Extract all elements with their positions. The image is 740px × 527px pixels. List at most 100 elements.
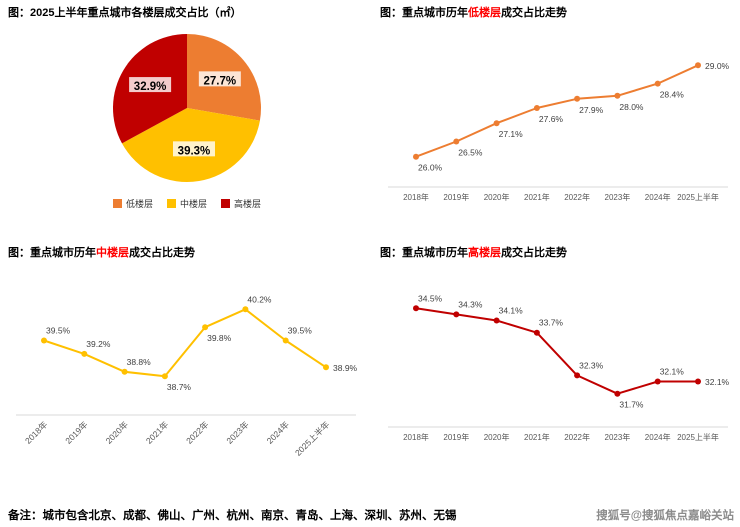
- title-keyword: 高楼层: [468, 247, 501, 259]
- data-label: 34.3%: [458, 299, 483, 309]
- data-point: [574, 372, 581, 379]
- data-point: [242, 306, 249, 313]
- data-label: 31.7%: [619, 400, 644, 410]
- data-label: 32.1%: [660, 367, 685, 377]
- x-tick-label: 2025上半年: [293, 419, 332, 458]
- data-label: 34.5%: [418, 293, 443, 303]
- watermark: 搜狐号@搜狐焦点嘉峪关站: [596, 507, 734, 523]
- data-point: [493, 120, 500, 127]
- x-tick-label: 2025上半年: [677, 432, 719, 442]
- legend-label: 低楼层: [125, 199, 153, 209]
- low-floor-line-chart: 26.0% 26.5% 27.1% 27.6% 27.9% 28.0% 28.4% 29.0%…: [388, 61, 730, 202]
- x-tick-label: 2024年: [645, 192, 671, 202]
- legend-item-高楼层: 高楼层: [221, 197, 261, 210]
- title-suffix: 成交占比走势: [129, 247, 195, 259]
- trend-line: [415, 64, 699, 158]
- legend-label: 高楼层: [234, 199, 262, 209]
- title-prefix: 图：重点城市历年: [380, 247, 468, 259]
- data-label: 26.5%: [458, 148, 483, 158]
- x-tick-label: 2020年: [484, 432, 510, 442]
- low-floor-line-section: 图：重点城市历年低楼层成交占比走势 26.0% 26.5% 27.1% 27.6% 27…: [372, 0, 740, 240]
- data-point: [453, 138, 460, 145]
- pie-data-label: 39.3%: [178, 145, 211, 157]
- mid-floor-chart-title: 图：重点城市历年中楼层成交占比走势: [8, 246, 366, 263]
- high-floor-line-section: 图：重点城市历年高楼层成交占比走势 34.5% 34.3% 34.1% 33.7% 32…: [372, 240, 740, 485]
- legend-swatch-icon: [166, 199, 176, 208]
- data-point: [81, 350, 88, 357]
- data-label: 40.2%: [247, 294, 272, 304]
- pie-label-bg: [172, 141, 215, 157]
- data-label: 39.5%: [46, 326, 71, 336]
- x-tick-label: 2020年: [484, 192, 510, 202]
- data-label: 26.0%: [418, 163, 443, 173]
- pie-chart-title: 图：2025上半年重点城市各楼层成交占比（㎡）: [8, 6, 366, 23]
- data-label: 34.1%: [499, 306, 524, 316]
- data-point: [202, 324, 209, 331]
- data-label: 32.3%: [579, 360, 604, 370]
- data-point: [413, 305, 419, 312]
- x-tick-label: 2021年: [524, 192, 550, 202]
- footer: 备注：城市包含北京、成都、佛山、广州、杭州、南京、青岛、上海、深圳、苏州、无锡 …: [8, 506, 734, 524]
- pie-chart: 27.7% 39.3% 32.9%: [112, 34, 262, 183]
- data-point: [695, 378, 701, 385]
- legend-swatch-icon: [112, 199, 122, 208]
- footnote: 备注：城市包含北京、成都、佛山、广州、杭州、南京、青岛、上海、深圳、苏州、无锡: [8, 510, 457, 522]
- title-keyword: 中楼层: [96, 247, 129, 259]
- mid-floor-line-section: 图：重点城市历年中楼层成交占比走势 39.5% 39.2% 38.8% 38.7% 39…: [0, 240, 372, 485]
- x-tick-label: 2018年: [23, 419, 50, 446]
- pie-data-label: 32.9%: [134, 81, 167, 93]
- title-prefix: 图：重点城市历年: [380, 7, 468, 19]
- pie-area: 27.7% 39.3% 32.9% 低楼层 中楼层 高楼层: [8, 23, 366, 210]
- x-tick-label: 2019年: [63, 419, 90, 446]
- low-floor-chart-title: 图：重点城市历年低楼层成交占比走势: [380, 6, 734, 23]
- pie-data-label: 27.7%: [204, 75, 237, 87]
- title-keyword: 低楼层: [468, 7, 501, 19]
- data-point: [654, 378, 661, 385]
- data-point: [323, 364, 329, 371]
- high-floor-chart-title: 图：重点城市历年高楼层成交占比走势: [380, 246, 734, 263]
- x-tick-label: 2018年: [403, 432, 429, 442]
- data-label: 39.8%: [207, 333, 232, 343]
- x-tick-label: 2022年: [564, 192, 590, 202]
- title-suffix: 成交占比走势: [501, 7, 567, 19]
- data-point: [574, 95, 581, 102]
- legend-label: 中楼层: [179, 199, 207, 209]
- x-tick-label: 2019年: [443, 192, 469, 202]
- data-label: 28.0%: [619, 102, 644, 112]
- data-label: 28.4%: [660, 90, 685, 100]
- data-label: 39.2%: [86, 339, 111, 349]
- pie-legend: 低楼层 中楼层 高楼层: [8, 197, 366, 210]
- high-floor-line-chart: 34.5% 34.3% 34.1% 33.7% 32.3% 31.7% 32.1% 32.1%…: [388, 293, 730, 442]
- data-point: [695, 62, 701, 69]
- x-tick-label: 2022年: [184, 419, 211, 446]
- data-label: 27.1%: [499, 129, 524, 139]
- data-label: 27.9%: [579, 105, 604, 115]
- data-point: [493, 317, 500, 324]
- title-suffix: 成交占比走势: [501, 247, 567, 259]
- data-point: [161, 373, 168, 380]
- data-point: [453, 311, 460, 318]
- data-point: [282, 337, 289, 344]
- data-label: 39.5%: [288, 326, 313, 336]
- x-tick-label: 2020年: [104, 419, 131, 446]
- data-label: 33.7%: [539, 318, 564, 328]
- x-tick-label: 2024年: [265, 419, 292, 446]
- trend-line: [43, 308, 327, 378]
- legend-swatch-icon: [221, 199, 230, 208]
- x-tick-label: 2024年: [645, 432, 671, 442]
- legend-item-低楼层: 低楼层: [112, 197, 153, 210]
- data-point: [413, 153, 419, 160]
- pie-label-bg: [129, 77, 172, 93]
- pie-chart-section: 图：2025上半年重点城市各楼层成交占比（㎡） 27.7% 39.3% 32.9% …: [0, 0, 372, 240]
- x-tick-label: 2025上半年: [677, 192, 719, 202]
- data-label: 29.0%: [705, 61, 730, 71]
- x-tick-label: 2021年: [144, 419, 171, 446]
- x-tick-label: 2023年: [224, 419, 251, 446]
- title-prefix: 图：重点城市历年: [8, 247, 96, 259]
- data-point: [533, 105, 540, 111]
- x-tick-label: 2019年: [443, 432, 469, 442]
- mid-floor-line-chart: 39.5% 39.2% 38.8% 38.7% 39.8% 40.2% 39.5% 38.9%…: [16, 294, 358, 458]
- data-point: [41, 337, 47, 344]
- legend-item-中楼层: 中楼层: [166, 197, 207, 210]
